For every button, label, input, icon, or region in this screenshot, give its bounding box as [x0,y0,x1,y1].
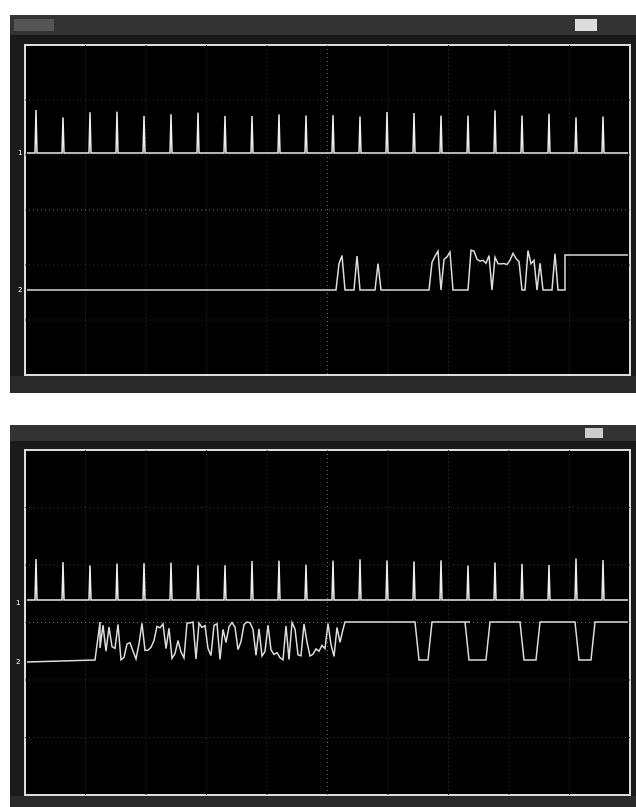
scope-1: 1 2 [10,15,636,393]
header-button [14,19,54,31]
status-bar [10,796,636,807]
channel-marker: 2 [18,286,22,294]
page: 1 2 1 2 (() => { const data = JSON.parse… [0,0,636,807]
header-bar [10,425,636,441]
channel-marker: 2 [16,658,20,666]
status-bar [10,376,636,393]
channel-marker: 1 [16,599,20,607]
header-bar [10,15,636,35]
header-button [575,19,597,31]
channel-marker: 1 [18,149,22,157]
header-button [585,428,603,438]
scope-2: 1 2 [10,425,636,807]
scope-screenshots: 1 2 1 2 [0,0,636,807]
